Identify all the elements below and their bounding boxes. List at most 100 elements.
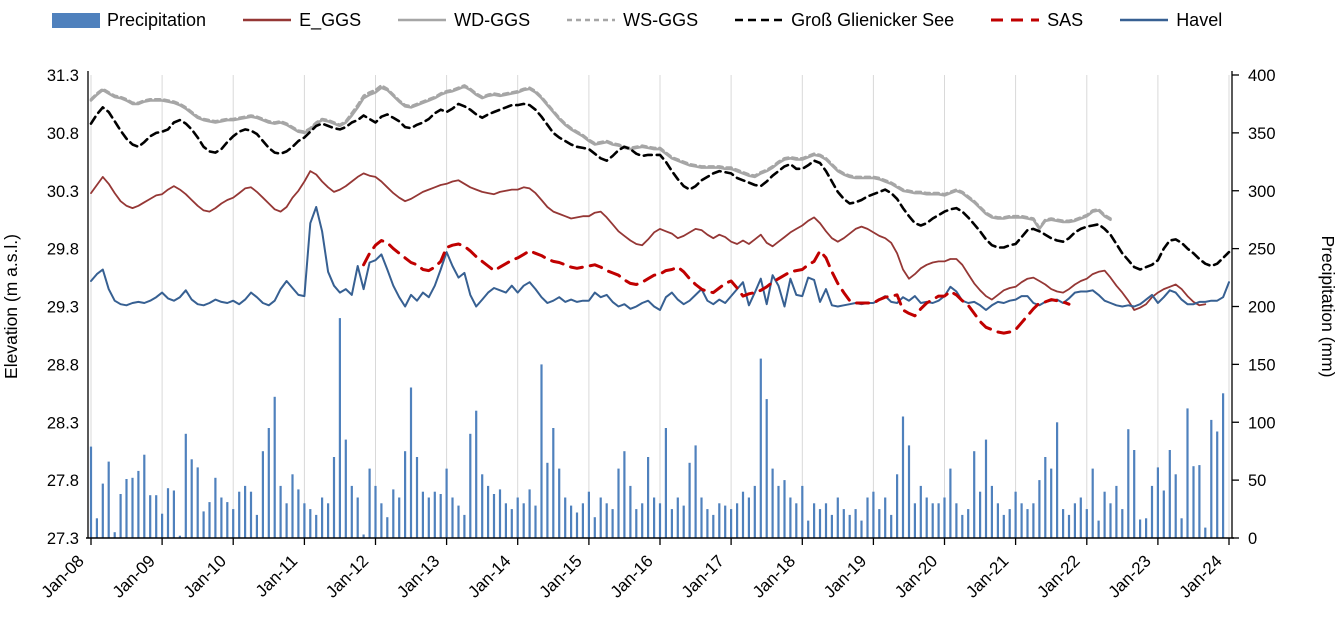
- precipitation-bar: [700, 497, 703, 538]
- precipitation-bar: [664, 428, 667, 538]
- precipitation-bar: [759, 358, 762, 538]
- precipitation-bar: [172, 490, 175, 538]
- precipitation-bar: [315, 514, 318, 538]
- precipitation-bar: [635, 509, 638, 538]
- legend-item-ws_ggs[interactable]: WS-GGS: [566, 10, 698, 31]
- legend-item-sas[interactable]: SAS: [990, 10, 1083, 31]
- precipitation-bar: [741, 491, 745, 538]
- precipitation-bar: [149, 495, 152, 538]
- legend-item-ggs[interactable]: Groß Glienicker See: [734, 10, 954, 31]
- precipitation-bar: [587, 491, 590, 538]
- precipitation-bar: [629, 485, 632, 538]
- precipitation-bar: [380, 503, 383, 538]
- x-tick-label: Jan-18: [749, 551, 799, 601]
- right-axis-ticks: 0 50 100 150 200 250 300 350 400: [1232, 67, 1276, 548]
- right-tick-label: 100: [1248, 414, 1276, 432]
- chart-legend: Precipitation E_GGS WD-GGS WS-GGS Groß Glien…: [52, 2, 1337, 38]
- right-tick-label: 150: [1248, 356, 1276, 374]
- precipitation-bar: [955, 503, 958, 538]
- legend-label: Precipitation: [107, 9, 207, 30]
- precipitation-bar: [688, 462, 691, 538]
- left-tick-label: 31.3: [47, 67, 79, 85]
- precipitation-bar: [125, 479, 128, 538]
- legend-item-havel[interactable]: Havel: [1119, 10, 1222, 31]
- precipitation-bar: [338, 318, 341, 538]
- precipitation-bar: [860, 520, 863, 538]
- precipitation-bar: [1109, 503, 1112, 538]
- left-axis-ticks: 27.3 27.8 28.3 28.8 29.3 29.8 30.3 30.8 31.3: [47, 67, 79, 548]
- precipitation-bar: [1002, 514, 1005, 538]
- precipitation-bar: [1133, 450, 1136, 538]
- precipitation-bar: [570, 505, 573, 538]
- precipitation-bar: [356, 497, 359, 538]
- precipitation-bar: [321, 497, 324, 538]
- x-tick-label: Jan-19: [820, 551, 870, 601]
- precipitation-bar: [202, 511, 205, 538]
- precipitation-bar: [137, 470, 140, 538]
- left-tick-label: 27.3: [47, 530, 79, 548]
- legend-item-wd_ggs[interactable]: WD-GGS: [397, 10, 530, 31]
- legend-label: WD-GGS: [454, 9, 531, 30]
- precipitation-bar: [362, 534, 365, 538]
- precipitation-bar: [1056, 422, 1059, 539]
- precipitation-bar: [546, 462, 549, 538]
- precipitation-bar: [872, 491, 875, 538]
- legend-label: WS-GGS: [623, 9, 699, 30]
- legend-item-precipitation[interactable]: Precipitation: [52, 10, 206, 31]
- series-line-e_ggs: [90, 170, 1207, 311]
- precipitation-bar: [836, 497, 839, 538]
- precipitation-bar: [273, 396, 276, 538]
- precipitation-bar: [961, 514, 964, 538]
- precipitation-bar: [540, 364, 543, 538]
- precipitation-bar: [949, 468, 952, 538]
- precipitation-bar: [658, 503, 662, 538]
- precipitation-bar: [1014, 491, 1017, 538]
- precipitation-bar: [1091, 468, 1094, 538]
- precipitation-bar: [1156, 467, 1159, 538]
- precipitation-bar: [457, 505, 460, 538]
- precipitation-bar: [332, 457, 336, 538]
- precipitation-bar: [801, 485, 804, 538]
- right-tick-label: 200: [1248, 299, 1276, 317]
- precipitation-bar: [374, 485, 377, 538]
- precipitation-bar: [303, 503, 306, 538]
- precipitation-bar: [730, 509, 733, 538]
- x-tick-label: Jan-13: [393, 551, 443, 601]
- precipitation-bar: [255, 514, 258, 538]
- precipitation-bar: [795, 503, 798, 538]
- precipitation-bar: [534, 505, 537, 538]
- legend-item-e_ggs[interactable]: E_GGS: [242, 10, 361, 31]
- precipitation-bar: [599, 497, 602, 538]
- precipitation-bar: [232, 509, 235, 538]
- precipitation-bar: [1174, 474, 1177, 538]
- precipitation-bar: [344, 439, 347, 538]
- left-tick-label: 28.8: [47, 356, 79, 374]
- precipitation-bar: [1062, 509, 1065, 538]
- precipitation-bar: [1127, 429, 1130, 538]
- precipitation-bar: [558, 468, 561, 538]
- legend-label: SAS: [1047, 9, 1084, 30]
- precipitation-bar: [155, 495, 158, 538]
- precipitation-bar: [504, 503, 507, 538]
- precipitation-bar: [463, 514, 466, 538]
- precipitation-bar: [196, 467, 199, 538]
- precipitation-bar: [653, 497, 656, 538]
- right-tick-label: 0: [1248, 530, 1257, 548]
- precipitation-bar: [617, 468, 620, 538]
- precipitation-bar: [386, 517, 389, 538]
- legend-label: Havel: [1176, 9, 1223, 30]
- precipitation-bar: [842, 509, 845, 538]
- precipitation-bar: [753, 485, 756, 538]
- x-tick-label: Jan-11: [252, 551, 301, 600]
- precipitation-bar: [1032, 503, 1035, 538]
- precipitation-bar: [208, 502, 211, 538]
- right-tick-label: 250: [1248, 241, 1276, 259]
- precipitation-bar: [807, 520, 810, 538]
- precipitation-bar: [1067, 514, 1071, 538]
- precipitation-bar: [1115, 485, 1118, 538]
- precipitation-bar: [89, 446, 93, 538]
- precipitation-bar: [1044, 457, 1047, 538]
- precipitation-bar: [765, 399, 768, 538]
- precipitation-bar: [925, 497, 928, 538]
- precipitation-bar: [244, 485, 247, 538]
